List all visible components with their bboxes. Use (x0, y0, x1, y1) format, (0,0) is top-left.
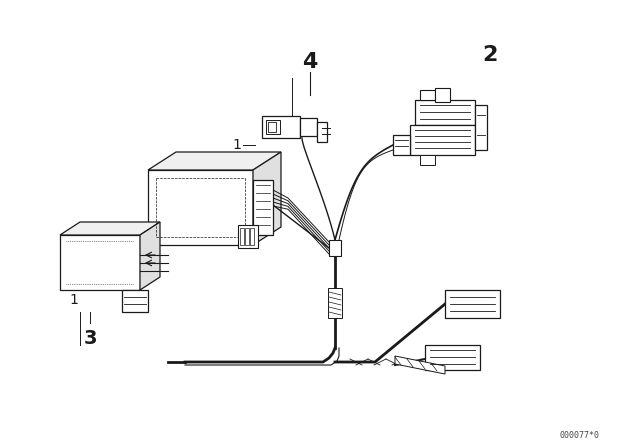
Polygon shape (415, 100, 475, 125)
Polygon shape (420, 155, 435, 165)
Text: 000077*0: 000077*0 (560, 431, 600, 439)
Polygon shape (253, 152, 281, 245)
Polygon shape (250, 228, 254, 245)
Text: 3: 3 (83, 328, 97, 348)
Polygon shape (148, 170, 253, 245)
Polygon shape (420, 90, 435, 100)
Polygon shape (395, 356, 445, 374)
Polygon shape (253, 180, 273, 235)
Polygon shape (393, 135, 410, 155)
Polygon shape (317, 122, 327, 142)
Polygon shape (300, 118, 317, 136)
Text: 1: 1 (232, 138, 241, 152)
Polygon shape (445, 290, 500, 318)
Polygon shape (268, 122, 276, 132)
Polygon shape (262, 116, 300, 138)
Polygon shape (329, 240, 341, 256)
Polygon shape (328, 288, 342, 318)
Polygon shape (238, 225, 258, 248)
Text: 4: 4 (302, 52, 317, 72)
Polygon shape (122, 290, 148, 312)
Polygon shape (140, 222, 160, 290)
Polygon shape (240, 228, 244, 245)
Polygon shape (245, 228, 249, 245)
Polygon shape (148, 152, 281, 170)
Polygon shape (435, 88, 450, 102)
Polygon shape (60, 235, 140, 290)
Polygon shape (475, 105, 487, 150)
Text: 2: 2 (483, 45, 498, 65)
Text: 1: 1 (70, 293, 79, 307)
Polygon shape (410, 125, 475, 155)
Polygon shape (425, 345, 480, 370)
Polygon shape (60, 222, 160, 235)
Polygon shape (266, 120, 280, 134)
